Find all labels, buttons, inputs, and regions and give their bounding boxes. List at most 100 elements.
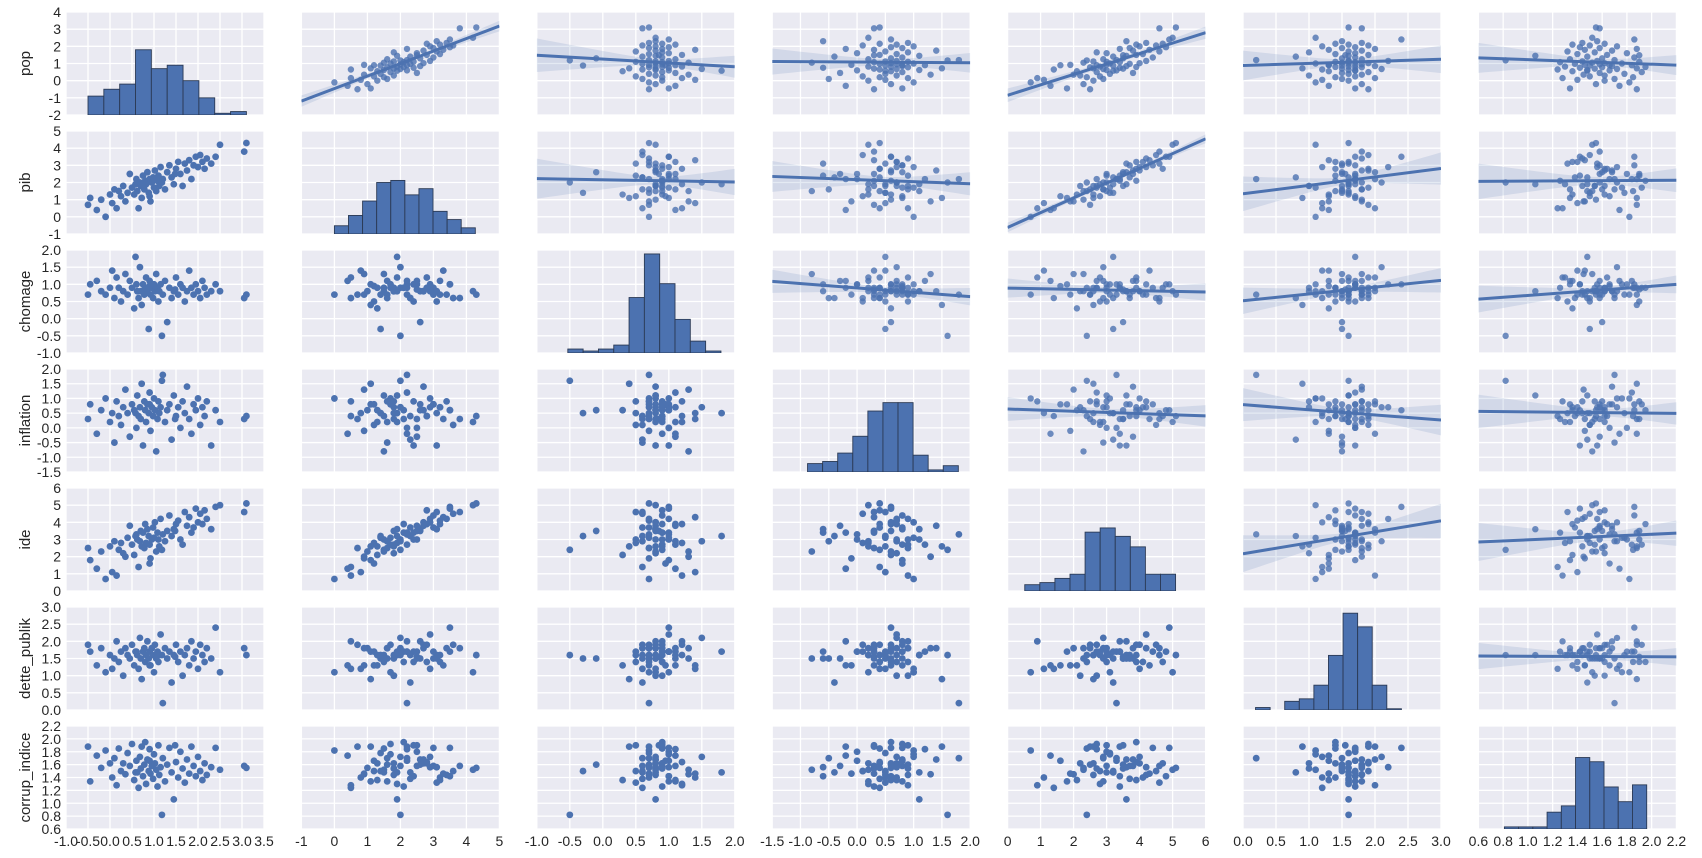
scatter-point xyxy=(652,536,659,543)
scatter-point xyxy=(354,415,361,423)
scatter-point xyxy=(1603,641,1611,648)
scatter-point xyxy=(825,754,833,762)
scatter-point xyxy=(1070,644,1077,652)
scatter-point xyxy=(111,294,118,302)
scatter-point xyxy=(370,400,378,408)
scatter-point xyxy=(1629,187,1637,195)
scatter-point xyxy=(1591,398,1598,405)
x-tick-label: 3 xyxy=(430,833,438,849)
scatter-point xyxy=(904,637,912,645)
scatter-point xyxy=(876,139,883,147)
scatter-point xyxy=(1076,672,1084,680)
scatter-point xyxy=(876,651,884,659)
scatter-point xyxy=(380,655,388,662)
scatter-point xyxy=(1103,648,1110,656)
scatter-point xyxy=(639,524,646,531)
scatter-point xyxy=(1165,624,1173,631)
histogram-bar-corrup_indice-4 xyxy=(1560,805,1576,829)
scatter-point xyxy=(117,539,125,547)
scatter-point xyxy=(1358,148,1366,155)
scatter-point xyxy=(904,274,912,281)
scatter-point xyxy=(842,82,849,90)
confidence-band xyxy=(1478,42,1677,76)
scatter-point xyxy=(698,537,706,545)
scatter-point xyxy=(194,753,202,761)
scatter-point xyxy=(170,180,178,188)
histogram-bar-chomage-0 xyxy=(567,348,584,353)
scatter-point xyxy=(1352,389,1359,396)
scatter-point xyxy=(870,527,878,535)
plot-area xyxy=(1478,500,1677,583)
scatter-point xyxy=(1589,669,1596,676)
scatter-point xyxy=(1083,412,1091,420)
scatter-point xyxy=(1345,412,1352,420)
histogram-bar-chomage-8 xyxy=(689,340,707,353)
scatter-point xyxy=(904,515,912,523)
scatter-point xyxy=(652,395,659,402)
x-tick-label: 2 xyxy=(397,833,405,849)
scatter-point xyxy=(410,658,417,666)
scatter-point xyxy=(1325,267,1333,274)
histogram-bar-pop-8 xyxy=(214,112,232,115)
scatter-point xyxy=(1080,448,1087,455)
scatter-point xyxy=(898,744,906,752)
scatter-point xyxy=(672,41,679,48)
scatter-point xyxy=(172,274,180,281)
scatter-point xyxy=(436,776,444,784)
scatter-point xyxy=(1067,427,1074,434)
scatter-point xyxy=(111,537,118,545)
scatter-point xyxy=(1325,156,1333,164)
scatter-point xyxy=(645,644,653,652)
scatter-point xyxy=(141,738,149,746)
scatter-point xyxy=(1312,766,1319,774)
scatter-point xyxy=(808,766,816,774)
plot-area xyxy=(84,371,250,455)
scatter-point xyxy=(132,253,139,261)
scatter-point xyxy=(848,661,855,669)
scatter-point xyxy=(1358,398,1366,405)
plot-area xyxy=(1243,500,1441,583)
scatter-point xyxy=(117,421,125,429)
scatter-point xyxy=(188,430,195,438)
scatter-point xyxy=(102,291,109,299)
scatter-point xyxy=(1358,39,1366,47)
scatter-point xyxy=(1608,383,1616,390)
scatter-point xyxy=(360,770,368,778)
scatter-point xyxy=(181,409,189,417)
scatter-point xyxy=(1090,418,1097,426)
scatter-point xyxy=(472,291,480,299)
histogram-bar-pib-5 xyxy=(404,194,420,234)
scatter-point xyxy=(416,318,424,326)
scatter-point xyxy=(619,191,626,198)
scatter-point xyxy=(904,49,912,56)
scatter-point xyxy=(347,784,355,792)
scatter-point xyxy=(1040,199,1048,207)
scatter-point xyxy=(1594,160,1601,167)
x-tick-label: 1.0 xyxy=(144,833,164,849)
scatter-point xyxy=(853,536,861,543)
scatter-point xyxy=(126,522,134,530)
scatter-point xyxy=(1584,392,1591,399)
x-tick-label: 2.0 xyxy=(1365,833,1385,849)
scatter-point xyxy=(420,522,427,530)
histogram-bar-chomage-3 xyxy=(613,344,630,353)
scatter-point xyxy=(639,679,646,686)
scatter-point xyxy=(122,770,129,778)
scatter-point xyxy=(430,54,437,61)
scatter-point xyxy=(1633,675,1641,683)
plot-area xyxy=(1027,738,1180,819)
scatter-point xyxy=(192,648,200,656)
scatter-point xyxy=(1581,555,1589,562)
scatter-point xyxy=(1616,82,1623,90)
scatter-point xyxy=(1594,515,1601,523)
scatter-point xyxy=(179,765,187,772)
scatter-point xyxy=(158,651,166,659)
scatter-point xyxy=(1325,277,1333,285)
scatter-point xyxy=(1626,575,1633,583)
scatter-point xyxy=(1103,281,1110,288)
y-tick-label: 3 xyxy=(53,532,61,548)
panel-corrup_indice-vs-pop: 0.60.81.01.21.41.61.82.02.2corrup_indice… xyxy=(17,718,274,849)
scatter-point xyxy=(1332,759,1339,767)
